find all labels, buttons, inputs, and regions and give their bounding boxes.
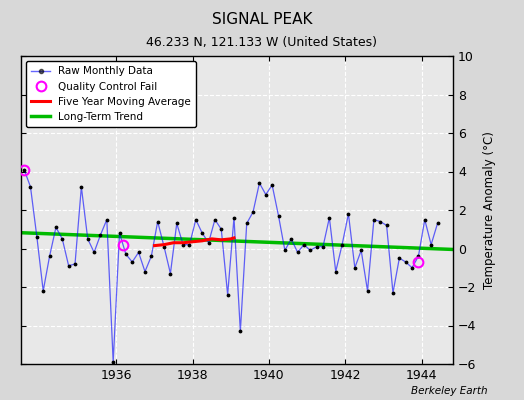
Legend: Raw Monthly Data, Quality Control Fail, Five Year Moving Average, Long-Term Tren: Raw Monthly Data, Quality Control Fail, … <box>26 61 196 127</box>
Text: 46.233 N, 121.133 W (United States): 46.233 N, 121.133 W (United States) <box>147 36 377 49</box>
Text: SIGNAL PEAK: SIGNAL PEAK <box>212 12 312 27</box>
Y-axis label: Temperature Anomaly (°C): Temperature Anomaly (°C) <box>484 131 496 289</box>
Text: Berkeley Earth: Berkeley Earth <box>411 386 487 396</box>
